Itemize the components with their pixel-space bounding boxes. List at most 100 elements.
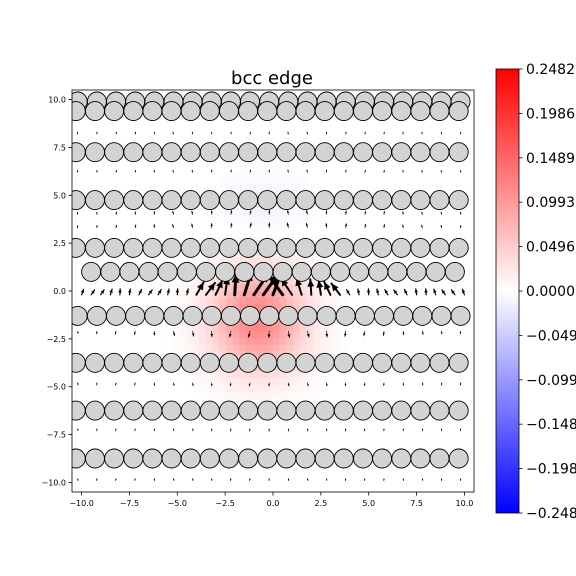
heatmap-cell bbox=[340, 284, 348, 292]
heatmap-cell bbox=[266, 183, 274, 191]
heatmap-cell bbox=[273, 210, 281, 218]
heatmap-cell bbox=[206, 344, 214, 352]
heatmap-cell bbox=[340, 331, 348, 339]
x-tick-label: 10.0 bbox=[456, 499, 474, 508]
displacement-arrow-head bbox=[433, 289, 437, 293]
heatmap-cell bbox=[226, 337, 234, 346]
heatmap-cell bbox=[226, 371, 234, 379]
heatmap-cell bbox=[273, 291, 281, 299]
atom bbox=[297, 305, 318, 326]
displacement-arrow-head bbox=[344, 223, 348, 227]
displacement-arrow-head bbox=[197, 282, 204, 291]
atom bbox=[238, 400, 259, 421]
heatmap-cell bbox=[319, 331, 328, 339]
displacement-arrow-head bbox=[268, 169, 270, 172]
heatmap-cell bbox=[252, 344, 261, 352]
heatmap-cell bbox=[252, 217, 261, 225]
heatmap-cell bbox=[299, 210, 307, 218]
atoms bbox=[72, 91, 471, 469]
displacement-arrow-head bbox=[191, 223, 194, 227]
displacement-arrow-head bbox=[230, 132, 232, 134]
heatmap-cell bbox=[226, 183, 234, 191]
displacement-arrow-head bbox=[172, 170, 174, 172]
displacement-arrow-head bbox=[76, 225, 79, 228]
displacement-arrow-head bbox=[210, 210, 213, 213]
y-tick-label: 10.0 bbox=[48, 96, 66, 105]
x-tick-label: 2.5 bbox=[314, 499, 327, 508]
displacement-arrow-head bbox=[363, 383, 366, 386]
displacement-arrow-head bbox=[324, 282, 331, 290]
displacement-arrow-head bbox=[100, 289, 105, 294]
atom bbox=[391, 142, 412, 163]
y-axis: −10.0 −7.5 −5.0 −2.5 0.0 2.5 5.0 7.5 10.0 bbox=[41, 96, 72, 487]
heatmap-cell bbox=[326, 371, 334, 379]
atom bbox=[429, 352, 450, 373]
heatmap-cell bbox=[252, 284, 261, 292]
heatmap-cell bbox=[313, 317, 321, 325]
atom bbox=[199, 101, 220, 122]
heatmap-cell bbox=[206, 371, 214, 379]
displacement-arrow-head bbox=[325, 210, 328, 213]
displacement-arrow-head bbox=[91, 289, 95, 294]
y-tick-label: −10.0 bbox=[41, 478, 66, 487]
displacement-arrow-head bbox=[459, 332, 462, 334]
heatmap-cell bbox=[293, 250, 301, 258]
displacement-arrow-head bbox=[287, 132, 289, 134]
heatmap-cell bbox=[293, 257, 301, 265]
heatmap-cell bbox=[306, 297, 314, 305]
heatmap-cell bbox=[313, 250, 321, 258]
heatmap-cell bbox=[273, 250, 281, 258]
atom bbox=[123, 101, 144, 122]
heatmap-cell bbox=[252, 250, 261, 258]
heatmap-cell bbox=[346, 324, 354, 332]
heatmap-cell bbox=[293, 344, 301, 352]
heatmap-cell bbox=[206, 257, 214, 265]
displacement-arrow-head bbox=[305, 223, 309, 226]
displacement-arrow-head bbox=[382, 333, 385, 336]
atom bbox=[182, 305, 203, 326]
atom bbox=[85, 400, 105, 421]
heatmap-cell bbox=[279, 177, 287, 185]
heatmap-cell bbox=[185, 291, 194, 299]
heatmap-cell bbox=[293, 217, 301, 225]
atom bbox=[81, 261, 102, 282]
displacement-arrow-head bbox=[306, 333, 310, 338]
atom bbox=[85, 352, 105, 373]
atom bbox=[257, 190, 278, 211]
displacement-arrow-head bbox=[440, 479, 443, 481]
displacement-arrow-head bbox=[153, 383, 156, 386]
displacement-arrow-head bbox=[364, 132, 366, 134]
colorbar-tick-label: 0.0993 bbox=[526, 195, 575, 211]
heatmap-cell bbox=[333, 291, 341, 299]
atom bbox=[276, 237, 297, 258]
displacement-arrow-head bbox=[153, 429, 155, 431]
displacement-arrow-head bbox=[376, 289, 380, 293]
atom bbox=[72, 448, 86, 469]
heatmap-cell bbox=[232, 337, 240, 346]
heatmap-cell bbox=[279, 324, 287, 332]
displacement-arrow-head bbox=[172, 429, 175, 431]
atom bbox=[123, 142, 144, 163]
atom bbox=[372, 237, 393, 258]
atom bbox=[238, 352, 259, 373]
heatmap-cell bbox=[326, 331, 334, 339]
heatmap-cell bbox=[252, 183, 261, 191]
atom bbox=[215, 261, 236, 282]
heatmap-cell bbox=[286, 170, 294, 178]
atom bbox=[257, 400, 278, 421]
colorbar-tick-label: 0.0496 bbox=[526, 240, 575, 256]
atom bbox=[104, 142, 125, 163]
displacement-arrow-head bbox=[115, 132, 117, 134]
atom bbox=[142, 352, 163, 373]
heatmap-cell bbox=[232, 257, 240, 265]
heatmap-cell bbox=[252, 210, 261, 218]
heatmap-cell bbox=[212, 183, 220, 191]
atom bbox=[180, 448, 201, 469]
heatmap-cell bbox=[273, 391, 281, 399]
displacement-arrow-head bbox=[306, 132, 308, 134]
heatmap-cell bbox=[333, 324, 341, 332]
atom bbox=[372, 142, 393, 163]
displacement-arrow-head bbox=[192, 383, 194, 386]
atom bbox=[448, 448, 469, 469]
atom bbox=[448, 190, 469, 211]
